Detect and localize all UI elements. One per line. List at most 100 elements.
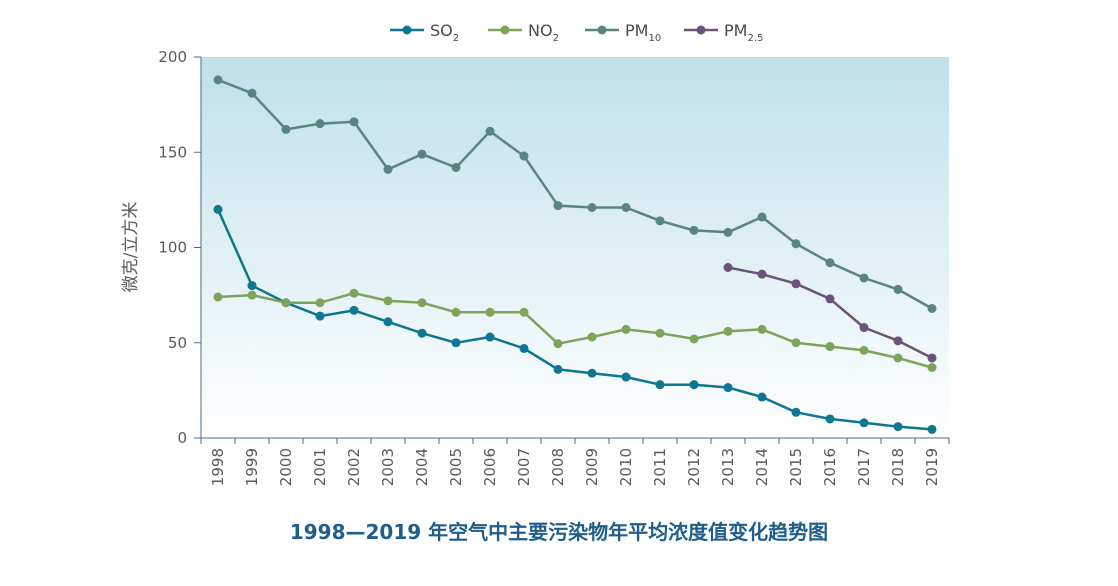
x-tick-label: 2018 — [889, 448, 907, 486]
data-point — [927, 353, 937, 363]
data-point — [859, 418, 869, 428]
data-point — [825, 294, 835, 304]
data-point — [893, 422, 903, 432]
x-tick-label: 2016 — [821, 448, 839, 486]
data-point — [587, 368, 597, 378]
legend-marker — [402, 25, 412, 35]
data-point — [757, 392, 767, 402]
x-tick-label: 2014 — [753, 448, 771, 486]
data-point — [417, 149, 427, 159]
data-point — [723, 326, 733, 336]
x-tick-label: 2007 — [515, 448, 533, 486]
data-point — [281, 124, 291, 134]
data-point — [689, 380, 699, 390]
data-point — [893, 336, 903, 346]
series-line-so2 — [216, 208, 933, 431]
data-point — [247, 290, 257, 300]
data-point — [349, 288, 359, 298]
data-point — [247, 281, 257, 291]
data-point — [757, 324, 767, 334]
legend-label: SO2 — [430, 21, 459, 44]
data-point — [927, 363, 937, 373]
data-point — [349, 117, 359, 127]
data-point — [723, 263, 733, 273]
x-tick-label: 2005 — [447, 448, 465, 486]
data-point — [315, 119, 325, 129]
data-point — [723, 383, 733, 393]
data-point — [893, 353, 903, 363]
data-point — [893, 284, 903, 294]
data-point — [213, 292, 223, 302]
axes: 0 50 100 150 200 1998 1999 2000 2001 2002 2003 2004… — [158, 48, 950, 486]
line-chart: 0 50 100 150 200 1998 1999 2000 2001 2002 2003 2004… — [121, 21, 950, 486]
data-point — [825, 342, 835, 352]
x-tick-label: 2003 — [379, 448, 397, 486]
x-tick-label: 2000 — [277, 448, 295, 486]
data-point — [655, 216, 665, 226]
data-point — [791, 407, 801, 417]
data-point — [825, 258, 835, 268]
data-point — [757, 212, 767, 222]
y-tick-label: 50 — [168, 334, 187, 352]
data-point — [689, 225, 699, 235]
data-point — [825, 414, 835, 424]
x-tick-label: 2009 — [583, 448, 601, 486]
data-point — [281, 298, 291, 308]
legend-label: NO2 — [528, 21, 559, 44]
legend-marker — [500, 25, 510, 35]
data-point — [723, 227, 733, 237]
y-axis-label: 微克/立方米 — [121, 202, 141, 293]
plot-area — [201, 57, 949, 438]
legend-label: PM2.5 — [724, 21, 763, 44]
data-point — [315, 311, 325, 321]
data-point — [553, 201, 563, 211]
data-point — [519, 307, 529, 317]
x-tick-label: 2012 — [685, 448, 703, 486]
x-tick-label: 2004 — [413, 448, 431, 486]
data-point — [859, 273, 869, 283]
data-point — [859, 323, 869, 333]
legend-label: PM10 — [625, 21, 661, 44]
x-tick-label: 2002 — [345, 448, 363, 486]
data-point — [553, 339, 563, 349]
data-point — [383, 164, 393, 174]
data-point — [757, 269, 767, 279]
data-point — [383, 317, 393, 327]
data-point — [213, 75, 223, 85]
x-tick-label: 2006 — [481, 448, 499, 486]
data-point — [485, 126, 495, 136]
x-tick-label: 2015 — [787, 448, 805, 486]
data-point — [383, 296, 393, 306]
series-lines — [213, 75, 937, 434]
data-point — [417, 298, 427, 308]
y-tick-label: 100 — [158, 239, 187, 257]
x-tick-label: 1998 — [209, 448, 227, 486]
x-tick-label: 2011 — [651, 448, 669, 486]
data-point — [689, 334, 699, 344]
data-point — [247, 88, 257, 98]
data-point — [859, 345, 869, 355]
x-tick-label: 2008 — [549, 448, 567, 486]
legend-marker — [696, 25, 706, 35]
data-point — [791, 239, 801, 249]
data-point — [519, 151, 529, 161]
data-point — [621, 202, 631, 212]
x-tick-label: 2001 — [311, 448, 329, 486]
y-tick-label: 150 — [158, 143, 187, 161]
data-point — [451, 338, 461, 348]
data-point — [927, 424, 937, 434]
data-point — [791, 338, 801, 348]
data-point — [451, 162, 461, 172]
data-point — [587, 202, 597, 212]
data-point — [213, 204, 223, 214]
y-tick-label: 200 — [158, 48, 187, 66]
data-point — [621, 324, 631, 334]
chart-title: 1998—2019 年空气中主要污染物年平均浓度值变化趋势图 — [289, 520, 829, 544]
x-tick-label: 2017 — [855, 448, 873, 486]
data-point — [655, 328, 665, 338]
data-point — [485, 332, 495, 342]
x-tick-label: 2013 — [719, 448, 737, 486]
x-tick-label: 2019 — [923, 448, 941, 486]
y-tick-label: 0 — [177, 429, 187, 447]
data-point — [485, 307, 495, 317]
